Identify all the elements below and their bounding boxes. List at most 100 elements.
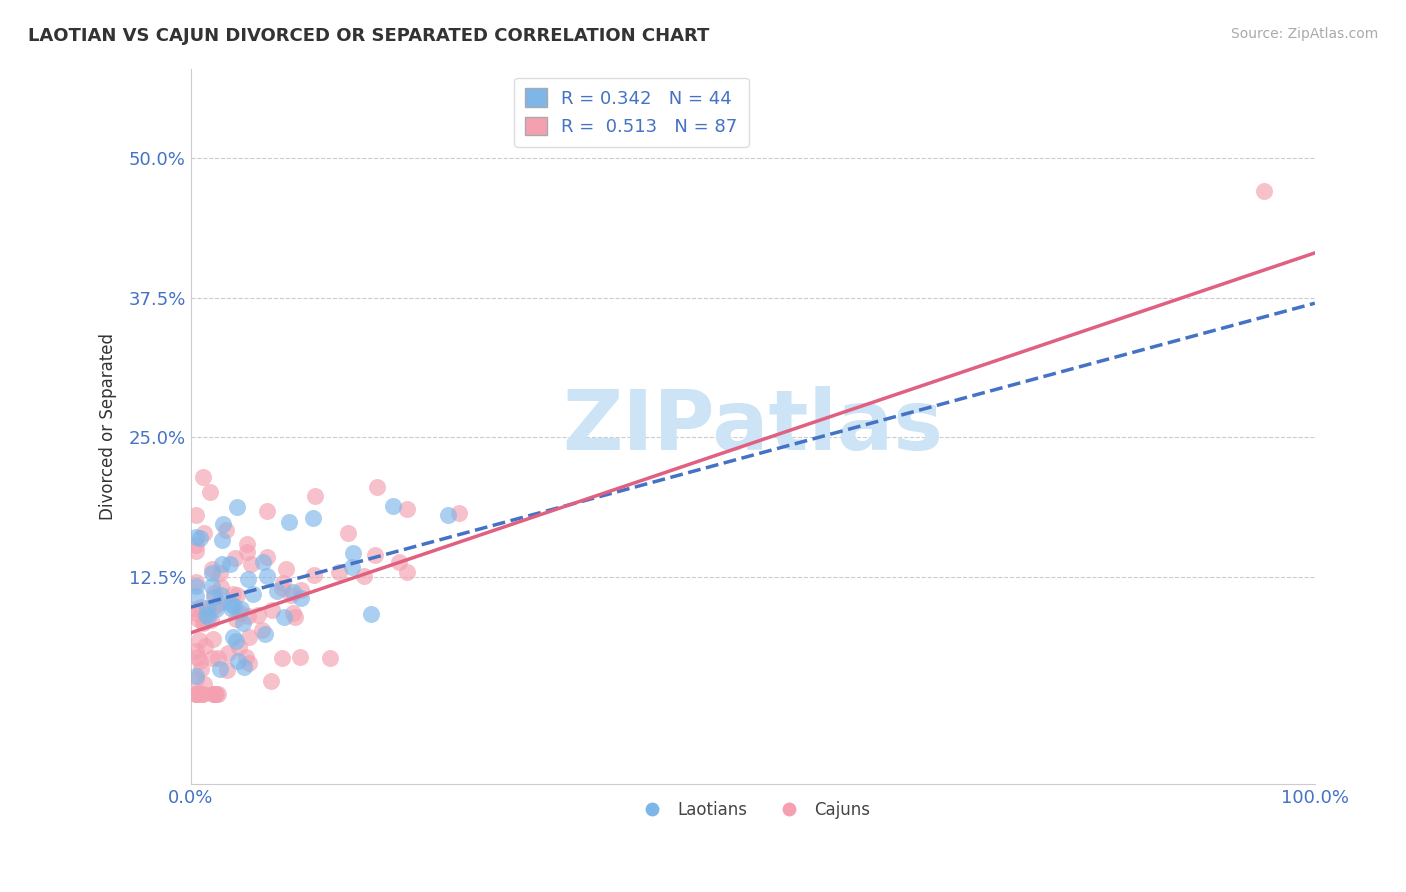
Point [186, 508, 208, 522]
Point [240, 558, 263, 572]
Point [208, 596, 231, 610]
Y-axis label: Divorced or Separated: Divorced or Separated [100, 333, 117, 520]
Point [222, 587, 245, 601]
Point [200, 484, 222, 499]
Point [186, 649, 208, 664]
Point [195, 601, 218, 615]
Point [221, 601, 243, 615]
Point [201, 579, 224, 593]
Point [342, 546, 364, 560]
Point [225, 612, 247, 626]
Point [447, 506, 470, 520]
Point [204, 599, 226, 614]
Point [363, 548, 385, 562]
Point [186, 579, 208, 593]
Point [250, 623, 273, 637]
Point [266, 583, 288, 598]
Point [186, 606, 208, 620]
Point [186, 543, 208, 558]
Point [242, 587, 264, 601]
Point [186, 538, 208, 552]
Point [215, 523, 238, 537]
Point [204, 687, 226, 701]
Point [226, 654, 249, 668]
Point [201, 562, 224, 576]
Point [190, 662, 212, 676]
Point [202, 590, 225, 604]
Point [337, 526, 360, 541]
Point [204, 687, 226, 701]
Point [235, 650, 257, 665]
Point [273, 609, 295, 624]
Point [187, 612, 209, 626]
Point [437, 508, 460, 523]
Point [262, 603, 284, 617]
Point [193, 470, 215, 484]
Point [278, 515, 301, 529]
Point [197, 609, 219, 624]
Point [302, 568, 325, 582]
Point [188, 531, 211, 545]
Point [395, 565, 418, 579]
Point [328, 565, 350, 579]
Point [381, 499, 404, 513]
Point [193, 615, 215, 630]
Point [225, 588, 247, 602]
Point [246, 607, 269, 622]
Legend: Laotians, Cajuns: Laotians, Cajuns [628, 794, 876, 825]
Point [186, 590, 208, 604]
Point [186, 672, 208, 686]
Point [254, 626, 277, 640]
Point [209, 580, 232, 594]
Point [193, 687, 215, 701]
Point [212, 516, 235, 531]
Point [233, 660, 256, 674]
Point [256, 569, 278, 583]
Point [215, 663, 238, 677]
Point [342, 560, 364, 574]
Point [193, 526, 215, 541]
Point [271, 581, 294, 595]
Point [225, 634, 247, 648]
Point [290, 583, 312, 598]
Point [238, 656, 260, 670]
Point [186, 687, 208, 701]
Point [188, 654, 211, 668]
Point [207, 687, 229, 701]
Point [200, 613, 222, 627]
Point [284, 610, 307, 624]
Point [194, 640, 217, 654]
Text: Source: ZipAtlas.com: Source: ZipAtlas.com [1230, 27, 1378, 41]
Point [209, 662, 232, 676]
Point [238, 631, 260, 645]
Point [186, 575, 208, 590]
Point [202, 687, 225, 701]
Point [207, 651, 229, 665]
Point [288, 649, 311, 664]
Point [191, 615, 214, 630]
Point [236, 545, 259, 559]
Point [396, 502, 419, 516]
Point [195, 607, 218, 622]
Point [366, 480, 388, 494]
Point [190, 600, 212, 615]
Point [256, 550, 278, 565]
Point [228, 606, 250, 620]
Point [256, 504, 278, 518]
Point [280, 588, 302, 602]
Point [222, 630, 245, 644]
Point [211, 557, 233, 571]
Text: LAOTIAN VS CAJUN DIVORCED OR SEPARATED CORRELATION CHART: LAOTIAN VS CAJUN DIVORCED OR SEPARATED C… [28, 27, 710, 45]
Point [226, 500, 249, 514]
Point [232, 615, 254, 630]
Point [281, 585, 304, 599]
Point [193, 677, 215, 691]
Point [353, 569, 375, 583]
Point [217, 646, 239, 660]
Point [236, 572, 259, 586]
Point [221, 597, 243, 611]
Point [304, 489, 326, 503]
Point [236, 608, 259, 623]
Point [360, 607, 382, 622]
Point [229, 601, 252, 615]
